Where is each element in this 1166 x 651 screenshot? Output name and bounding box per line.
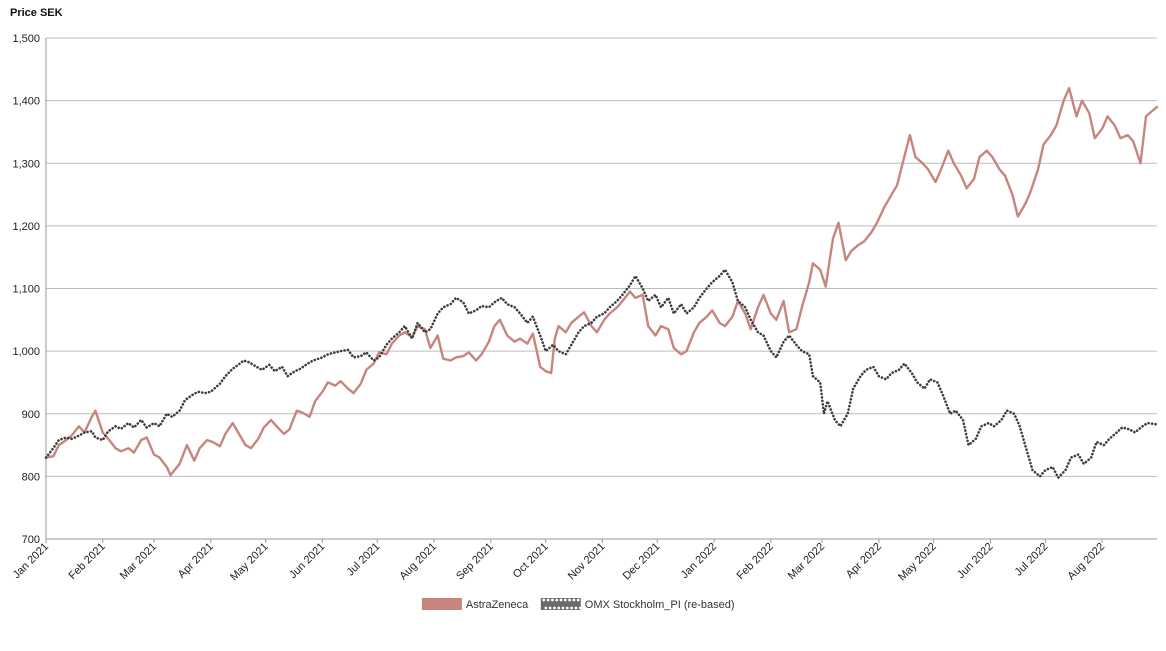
x-tick-label: Jun 2021 xyxy=(287,541,327,581)
legend-swatch-dot xyxy=(546,598,550,602)
legend-swatch-dot xyxy=(565,606,569,610)
y-tick-label: 1,300 xyxy=(12,158,40,170)
x-tick-label: Oct 2021 xyxy=(511,541,551,581)
series-line-omx-stockholm-pi-re-based xyxy=(44,268,1159,479)
x-tick-label: Dec 2021 xyxy=(621,541,663,583)
y-tick-label: 700 xyxy=(22,534,40,546)
x-axis-ticks: Jan 2021 Feb 2021 Mar 2021 Apr 2021 May 2021… xyxy=(11,539,1107,584)
y-axis-title: Price SEK xyxy=(10,7,63,19)
x-tick-label: Feb 2021 xyxy=(67,541,108,582)
x-tick-label: Sep 2021 xyxy=(454,541,496,583)
x-tick-label: Apr 2022 xyxy=(844,541,884,581)
legend-label: AstraZeneca xyxy=(466,599,529,611)
y-tick-label: 1,200 xyxy=(12,221,40,233)
grid-lines xyxy=(45,37,1157,540)
x-tick-label: Jul 2021 xyxy=(345,541,383,579)
legend-swatch-dot xyxy=(568,598,571,602)
legend-swatch-dot xyxy=(544,606,548,610)
legend-swatch-dot xyxy=(542,598,546,602)
y-tick-label: 900 xyxy=(22,409,40,421)
x-tick-label: May 2022 xyxy=(896,541,939,584)
legend-swatch-dot xyxy=(548,606,552,610)
x-tick-label: Jul 2022 xyxy=(1013,541,1051,579)
x-tick-label: Jan 2022 xyxy=(679,541,719,581)
legend-swatch-dot xyxy=(557,606,561,610)
x-tick-label: Aug 2021 xyxy=(397,541,439,583)
series-line-astrazeneca xyxy=(44,86,1159,477)
legend-swatch-dot xyxy=(553,606,556,610)
y-tick-label: 1,400 xyxy=(12,96,40,108)
legend-item[interactable]: AstraZeneca xyxy=(421,598,529,611)
x-tick-label: May 2021 xyxy=(228,541,271,584)
legend-swatch xyxy=(421,598,462,610)
y-tick-label: 1,000 xyxy=(12,346,40,358)
x-tick-label: Nov 2021 xyxy=(566,541,608,583)
legend-swatch-dot xyxy=(576,598,580,602)
x-tick-label: Apr 2021 xyxy=(176,541,216,581)
legend-item[interactable]: OMX Stockholm_PI (re-based) xyxy=(540,598,735,611)
legend-swatch-dot xyxy=(551,598,554,602)
legend-swatch-dot xyxy=(561,606,565,610)
legend-swatch-dot xyxy=(555,598,559,602)
y-tick-label: 1,500 xyxy=(12,33,40,45)
y-tick-label: 800 xyxy=(22,471,40,483)
x-tick-label: Aug 2022 xyxy=(1065,541,1107,583)
legend[interactable]: AstraZeneca OMX Stockholm_PI (re-based) xyxy=(421,598,735,611)
x-tick-label: Jun 2022 xyxy=(955,541,995,581)
x-tick-label: Mar 2021 xyxy=(118,541,159,582)
x-tick-label: Jan 2021 xyxy=(11,541,51,581)
legend-swatch-dot xyxy=(570,606,573,610)
y-tick-label: 1,100 xyxy=(12,284,40,296)
y-axis-ticks: 700 800 900 1,000 1,100 1,200 1,300 1,400 1,500 xyxy=(12,33,40,546)
series-lines xyxy=(44,86,1159,479)
legend-label: OMX Stockholm_PI (re-based) xyxy=(585,599,735,611)
legend-swatch-dot xyxy=(574,606,578,610)
legend-swatch-dot xyxy=(572,598,576,602)
legend-swatch-dot xyxy=(559,598,563,602)
x-tick-label: Mar 2022 xyxy=(786,541,827,582)
x-tick-label: Feb 2022 xyxy=(735,541,776,582)
legend-swatch-dot xyxy=(563,598,567,602)
legend-swatch-dot xyxy=(578,606,582,610)
